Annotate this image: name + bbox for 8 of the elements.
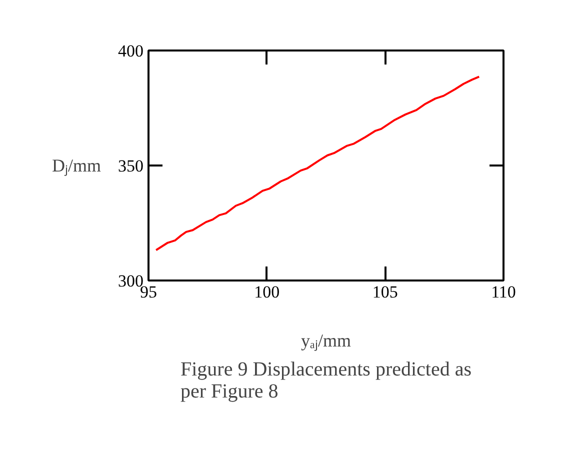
y-tick-label: 350: [118, 156, 144, 176]
x-axis-title: yₐⱼ/mm: [301, 330, 351, 352]
y-tick-label: 400: [118, 42, 144, 60]
x-tick-label: 100: [254, 282, 280, 302]
x-tick-label: 105: [372, 282, 398, 302]
x-tick-label: 110: [491, 282, 516, 302]
text: Figure 9 Displacements predicted as per Figure 8: [180, 358, 472, 402]
y-axis-title: Dⱼ/mm: [52, 156, 102, 176]
